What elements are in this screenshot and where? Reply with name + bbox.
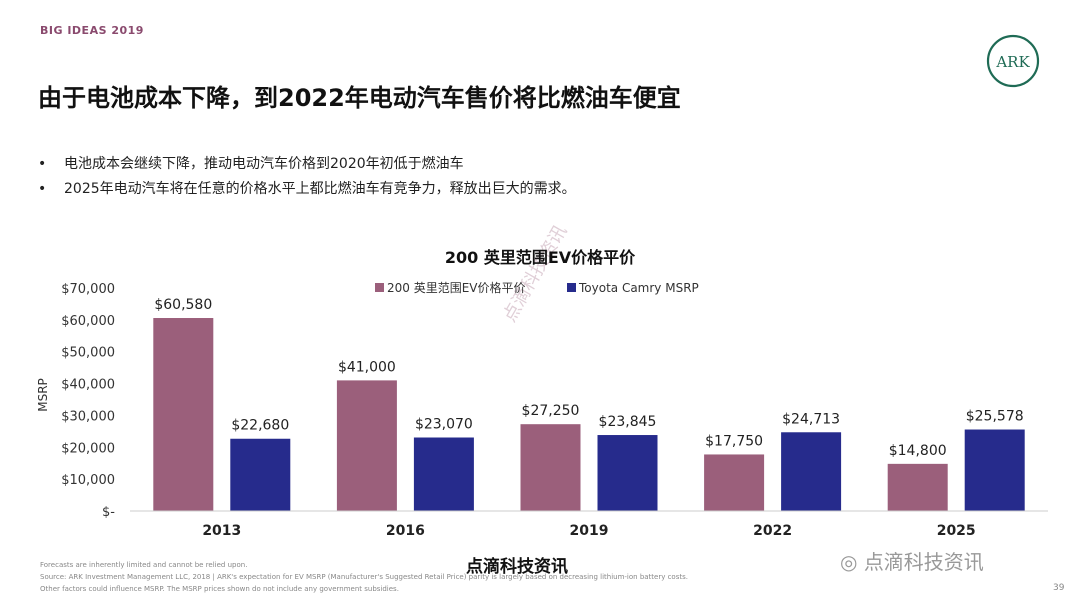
bar-camry <box>597 435 658 511</box>
bar-ev <box>704 454 765 511</box>
data-label: $24,713 <box>782 411 840 427</box>
bullet-item: 电池成本会继续下降，推动电动汽车价格到2020年初低于燃油车 <box>38 152 576 177</box>
bar-camry <box>413 437 474 511</box>
wechat-watermark: ◎ 点滴科技资讯 <box>840 546 984 575</box>
x-tick-label: 2025 <box>937 523 976 539</box>
footnote-factors: Other factors could influence MSRP. The … <box>40 585 399 593</box>
y-tick-label: $50,000 <box>61 346 115 361</box>
data-label: $41,000 <box>338 359 396 375</box>
bar-ev <box>887 463 948 511</box>
data-label: $23,070 <box>415 417 473 433</box>
y-tick-label: $20,000 <box>61 441 115 456</box>
x-tick-label: 2019 <box>570 523 609 539</box>
wechat-name: 点滴科技资讯 <box>863 550 984 574</box>
x-axis-ticks: 2013 2016 2019 2022 2025 <box>202 523 975 539</box>
data-label: $17,750 <box>705 433 763 449</box>
bar-ev <box>336 380 397 511</box>
footer-brand: 点滴科技资讯 <box>466 557 568 577</box>
data-label: $23,845 <box>599 414 657 430</box>
chart-title: 200 英里范围EV价格平价 <box>445 248 636 267</box>
legend-swatch-camry <box>567 283 576 292</box>
bullet-list: 电池成本会继续下降，推动电动汽车价格到2020年初低于燃油车 2025年电动汽车… <box>38 152 576 202</box>
footnote-forecast: Forecasts are inherently limited and can… <box>40 561 248 569</box>
deck-kicker: BIG IDEAS 2019 <box>40 24 144 37</box>
y-tick-label: $40,000 <box>61 378 115 393</box>
ark-logo: ARK <box>986 34 1040 88</box>
page-number: 39 <box>1053 583 1065 593</box>
legend-label-camry: Toyota Camry MSRP <box>578 281 699 295</box>
wechat-icon: ◎ <box>840 550 858 574</box>
data-label: $22,680 <box>231 418 289 434</box>
y-tick-label: $10,000 <box>61 473 115 488</box>
y-tick-label: $60,000 <box>61 314 115 329</box>
data-label: $25,578 <box>966 409 1024 425</box>
bar-camry <box>964 429 1025 511</box>
y-tick-label: $70,000 <box>61 282 115 297</box>
bars-group: $60,580 $22,680 $41,000 $23,070 $27,250 $23,8… <box>153 297 1025 511</box>
bar-chart: 200 英里范围EV价格平价 200 英里范围EV价格平价 Toyota Cam… <box>36 248 1048 539</box>
slide-title: 由于电池成本下降，到2022年电动汽车售价将比燃油车便宜 <box>38 84 681 112</box>
y-tick-label: $- <box>102 505 115 520</box>
footnote-source: Source: ARK Investment Management LLC, 2… <box>40 573 688 581</box>
bar-camry <box>781 432 842 511</box>
x-tick-label: 2022 <box>753 523 792 539</box>
y-axis-label: MSRP <box>36 378 50 412</box>
chart-legend: 200 英里范围EV价格平价 Toyota Camry MSRP <box>375 280 699 295</box>
x-tick-label: 2013 <box>202 523 241 539</box>
bar-ev <box>520 424 581 511</box>
chart-container: 200 英里范围EV价格平价 200 英里范围EV价格平价 Toyota Cam… <box>0 230 1080 560</box>
legend-label-ev: 200 英里范围EV价格平价 <box>387 280 526 295</box>
bullet-item: 2025年电动汽车将在任意的价格水平上都比燃油车有竞争力，释放出巨大的需求。 <box>38 177 576 202</box>
legend-swatch-ev <box>375 283 384 292</box>
bar-camry <box>230 438 291 511</box>
bar-ev <box>153 318 214 511</box>
data-label: $27,250 <box>522 403 580 419</box>
y-axis-ticks: $- $10,000 $20,000 $30,000 $40,000 $50,000 $60… <box>61 282 115 520</box>
data-label: $14,800 <box>889 443 947 459</box>
y-tick-label: $30,000 <box>61 409 115 424</box>
logo-text: ARK <box>995 53 1030 71</box>
x-tick-label: 2016 <box>386 523 425 539</box>
data-label: $60,580 <box>154 297 212 313</box>
